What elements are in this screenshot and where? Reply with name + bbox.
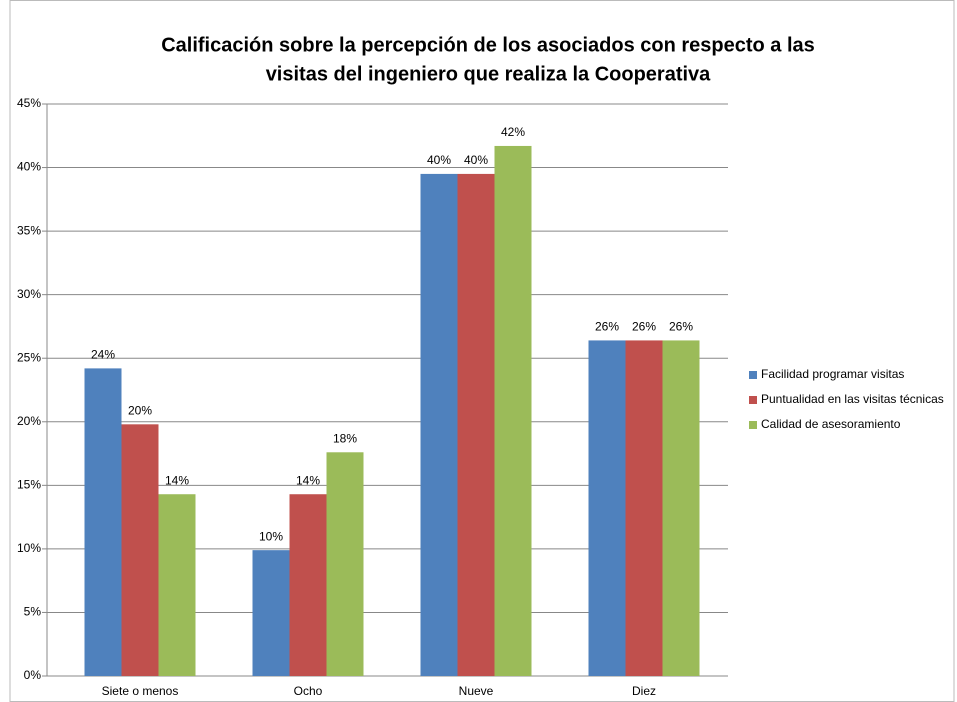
chart-title: Calificación sobre la percepción de los … [161,34,815,56]
bar [494,145,532,677]
y-tick-label: 35% [17,223,41,237]
x-tick-label: Diez [632,684,656,698]
y-tick-label: 10% [17,541,41,555]
y-tick-label: 45% [17,96,41,110]
bar [289,494,327,676]
data-label: 14% [296,473,320,487]
y-tick-label: 40% [17,160,41,174]
y-tick-label: 30% [17,287,41,301]
bar [252,550,290,676]
y-tick-label: 15% [17,478,41,492]
data-label: 14% [165,473,189,487]
data-label: 18% [333,431,357,445]
legend-swatch [749,421,757,429]
legend-swatch [749,396,757,404]
legend-label: Facilidad programar visitas [761,367,904,381]
bar [662,340,700,676]
bar [121,424,159,676]
bar [326,452,364,676]
data-label: 26% [632,320,656,334]
bar [84,368,122,676]
x-tick-label: Siete o menos [102,684,179,698]
data-label: 24% [91,348,115,362]
data-label: 26% [669,320,693,334]
legend-label: Puntualidad en las visitas técnicas [761,392,944,406]
x-tick-label: Ocho [294,684,323,698]
bar [158,494,196,676]
data-label: 20% [128,403,152,417]
data-label: 40% [427,153,451,167]
y-tick-label: 0% [24,668,42,682]
data-label: 26% [595,320,619,334]
legend-label: Calidad de asesoramiento [761,417,901,431]
bar [625,340,663,676]
bar [457,173,495,676]
y-tick-label: 20% [17,414,41,428]
y-tick-label: 5% [24,605,42,619]
x-tick-label: Nueve [459,684,494,698]
legend-swatch [749,371,757,379]
bar [588,340,626,676]
data-label: 42% [501,125,525,139]
chart-title: visitas del ingeniero que realiza la Coo… [266,63,711,85]
bar [420,173,458,676]
data-label: 10% [259,529,283,543]
y-tick-label: 25% [17,350,41,364]
data-label: 40% [464,153,488,167]
